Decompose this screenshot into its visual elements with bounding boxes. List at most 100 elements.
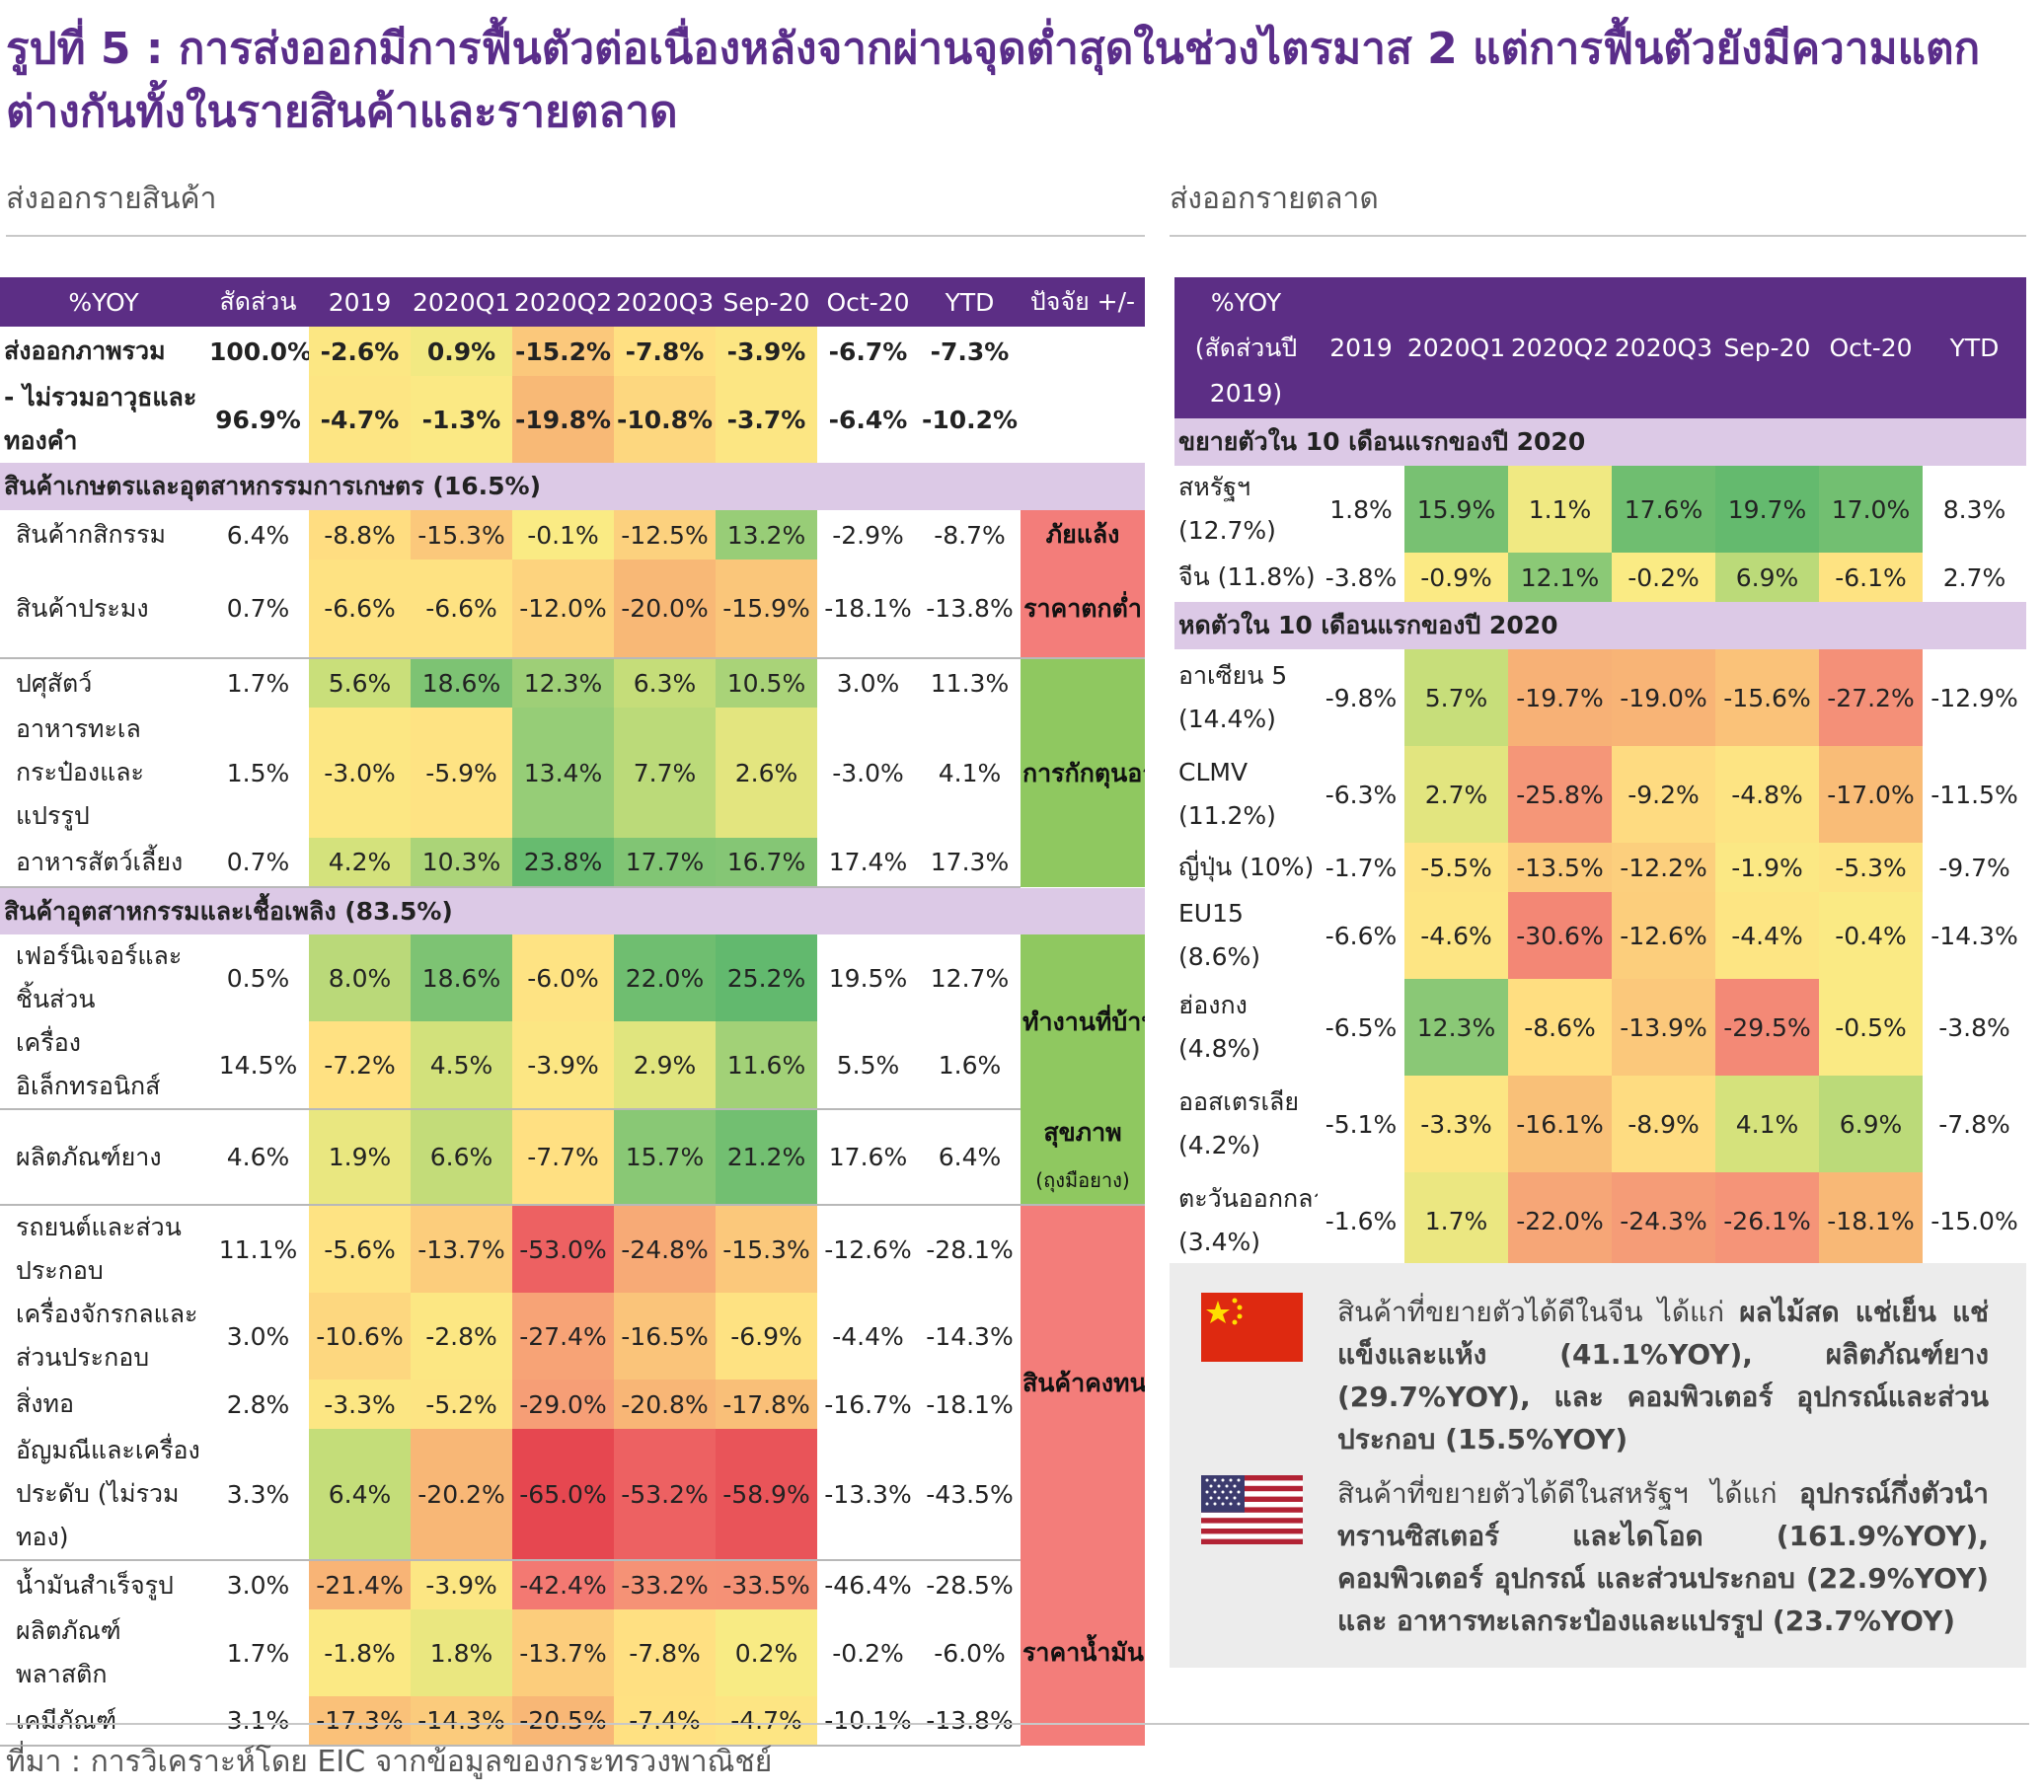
- value-cell: -8.6%: [1508, 979, 1612, 1076]
- value-cell: -21.4%: [309, 1560, 411, 1609]
- table-row: สินค้ากสิกรรม 6.4% -8.8% -15.3% -0.1% -12.5% 1…: [0, 510, 1145, 560]
- value-cell: 15.9%: [1404, 466, 1508, 553]
- us-note-products: อุปกรณ์กึ่งตัวนำ ทรานซิสเตอร์ และไดโอด (…: [1337, 1477, 1989, 1637]
- value-cell: -12.2%: [1612, 843, 1715, 892]
- factor-cell: ราคาตกต่ำ: [1021, 560, 1145, 659]
- value-cell: -29.5%: [1715, 979, 1819, 1076]
- value-cell: -17.8%: [716, 1380, 817, 1429]
- value-cell: 8.3%: [1942, 494, 2006, 524]
- table-row: อาหารทะเลกระป๋องและแปรรูป 1.5% -3.0% -5.9% 1…: [0, 708, 1145, 838]
- column-header: Oct-20: [1819, 277, 1923, 418]
- value-cell: -17.0%: [1819, 746, 1923, 843]
- group-header-row: สินค้าอุตสาหกรรมและเชื้อเพลิง (83.5%): [0, 887, 1145, 934]
- value-cell: -6.0%: [512, 934, 614, 1021]
- table-row: เฟอร์นิเจอร์และชิ้นส่วน 0.5% 8.0% 18.6% -6.0…: [0, 934, 1145, 1109]
- value-cell: -20.2%: [411, 1429, 512, 1561]
- value-cell: -30.6%: [1508, 892, 1612, 979]
- china-note-lead: สินค้าที่ขยายตัวได้ดีในจีน ได้แก่: [1337, 1296, 1740, 1328]
- value-cell: -13.5%: [1508, 843, 1612, 892]
- value-cell: 6.9%: [1715, 553, 1819, 602]
- value-cell: -26.1%: [1715, 1172, 1819, 1269]
- column-header: 2020Q3: [1612, 277, 1715, 418]
- value-cell: -8.7%: [934, 520, 1006, 550]
- column-header: YTD: [919, 277, 1021, 327]
- value-cell: -16.5%: [614, 1293, 716, 1380]
- value-cell: -10.2%: [921, 405, 1019, 434]
- value-cell: -28.1%: [926, 1234, 1014, 1264]
- value-cell: -0.9%: [1404, 553, 1508, 602]
- value-cell: 2.6%: [716, 708, 817, 838]
- value-cell: -12.9%: [1930, 683, 2018, 712]
- value-cell: -13.7%: [512, 1609, 614, 1696]
- value-cell: -3.3%: [309, 1380, 411, 1429]
- row-label: ผลิตภัณฑ์ยาง: [0, 1109, 207, 1206]
- value-cell: 17.0%: [1819, 466, 1923, 553]
- value-cell: 19.7%: [1715, 466, 1819, 553]
- value-cell: -3.0%: [832, 758, 904, 787]
- value-cell: -6.1%: [1819, 553, 1923, 602]
- value-cell: -18.1%: [1819, 1172, 1923, 1269]
- value-cell: 0.5%: [226, 963, 290, 993]
- column-header: 2020Q1: [411, 277, 512, 327]
- china-note: สินค้าที่ขยายตัวได้ดีในจีน ได้แก่ ผลไม้ส…: [1337, 1291, 1989, 1460]
- table-row: ผลิตภัณฑ์พลาสติก 1.7% -1.8% 1.8% -13.7% -7.8%…: [0, 1609, 1145, 1696]
- value-cell: -9.8%: [1325, 683, 1398, 712]
- row-label: อาเซียน 5 (14.4%): [1178, 661, 1288, 733]
- column-header: 2020Q3: [614, 277, 716, 327]
- value-cell: -11.5%: [1930, 780, 2018, 809]
- column-header: 2019: [1318, 277, 1404, 418]
- value-cell: -0.5%: [1819, 979, 1923, 1076]
- value-cell: 0.7%: [207, 838, 309, 888]
- column-header: %YOY: [0, 277, 207, 327]
- value-cell: -10.6%: [309, 1293, 411, 1380]
- value-cell: -5.3%: [1819, 843, 1923, 892]
- value-cell: -12.0%: [512, 560, 614, 659]
- value-cell: -13.3%: [817, 1429, 919, 1561]
- value-cell: 3.0%: [226, 1571, 290, 1600]
- value-cell: -0.1%: [512, 510, 614, 560]
- value-cell: -5.6%: [309, 1205, 411, 1293]
- factor-label: ราคาน้ำมันตกต่ำ: [1022, 1638, 1145, 1667]
- value-cell: -19.7%: [1508, 649, 1612, 746]
- value-cell: -6.6%: [309, 560, 411, 659]
- factor-cell: สุขภาพ (ถุงมือยาง): [1021, 1109, 1145, 1206]
- value-cell: 2.8%: [226, 1389, 290, 1419]
- column-header: สัดส่วน: [207, 277, 309, 327]
- table-row: ฮ่องกง (4.8%) -6.5% 12.3% -8.6% -13.9% -29.5%…: [1174, 979, 2026, 1076]
- value-cell: -6.7%: [828, 336, 908, 366]
- column-header: 2020Q1: [1404, 277, 1508, 418]
- value-cell: -10.1%: [817, 1696, 919, 1747]
- value-cell: -1.6%: [1325, 1206, 1398, 1235]
- value-cell: 11.1%: [218, 1234, 298, 1264]
- table-row: น้ำมันสำเร็จรูป 3.0% -21.4% -3.9% -42.4% -33.…: [0, 1560, 1145, 1746]
- value-cell: -20.5%: [512, 1696, 614, 1747]
- value-cell: -14.3%: [926, 1321, 1014, 1351]
- value-cell: -2.9%: [832, 520, 904, 550]
- table-row: ตะวันออกกลาง (3.4%)-1.6%1.7%-22.0%-24.3%…: [1174, 1172, 2026, 1269]
- value-cell: -16.7%: [824, 1389, 912, 1419]
- value-cell: -33.5%: [716, 1560, 817, 1609]
- column-header: Sep-20: [716, 277, 817, 327]
- value-cell: -17.3%: [309, 1696, 411, 1747]
- value-cell: 6.4%: [919, 1109, 1021, 1206]
- value-cell: 6.4%: [226, 520, 290, 550]
- table-row: สิ่งทอ 2.8% -3.3% -5.2% -29.0% -20.8% -17.8% -1…: [0, 1380, 1145, 1429]
- value-cell: -9.7%: [1938, 853, 2010, 882]
- value-cell: 21.2%: [716, 1109, 817, 1206]
- value-cell: -6.6%: [411, 560, 512, 659]
- value-cell: -14.3%: [1930, 921, 2018, 950]
- value-cell: 25.2%: [716, 934, 817, 1021]
- figure-title: รูปที่ 5 : การส่งออกมีการฟื้นตัวต่อเนื่อ…: [6, 24, 1981, 137]
- value-cell: -6.4%: [828, 405, 908, 434]
- value-cell: 10.5%: [716, 658, 817, 708]
- table-row: เครื่องอิเล็กทรอนิกส์ 14.5% -7.2% 4.5% -3.9%…: [0, 1021, 1145, 1110]
- row-label: ตะวันออกกลาง (3.4%): [1178, 1184, 1318, 1256]
- value-cell: -0.2%: [1612, 553, 1715, 602]
- row-label: สินค้ากสิกรรม: [16, 520, 166, 549]
- value-cell: 12.3%: [1404, 979, 1508, 1076]
- value-cell: -20.0%: [614, 560, 716, 659]
- value-cell: -19.8%: [512, 376, 614, 463]
- value-cell: 4.1%: [938, 758, 1002, 787]
- value-cell: 7.7%: [614, 708, 716, 838]
- market-section-title: ส่งออกรายตลาด: [1170, 182, 1379, 216]
